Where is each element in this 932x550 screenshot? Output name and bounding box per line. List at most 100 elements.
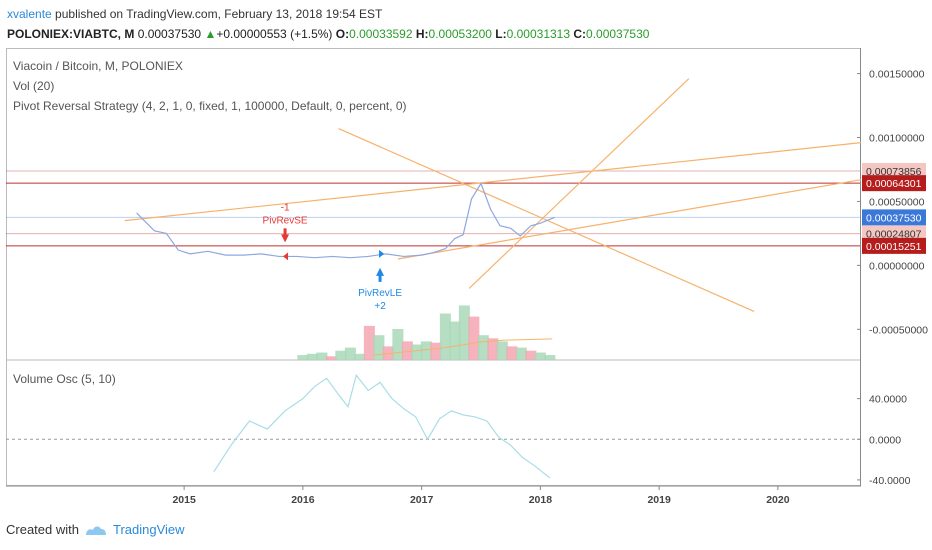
volume-bar — [392, 329, 404, 360]
volume-bar — [411, 344, 423, 360]
osc-tick-label: 0.0000 — [869, 434, 901, 446]
legend-oscillator[interactable]: Volume Osc (5, 10) — [13, 372, 116, 386]
volume-bar — [487, 338, 499, 360]
volume-bar — [325, 356, 337, 360]
signal-marker-icon — [379, 249, 385, 258]
price-tick-label: 0.00100000 — [869, 133, 925, 145]
volume-bar — [544, 355, 556, 360]
low-label: L: — [495, 27, 507, 41]
volume-bar — [506, 346, 518, 360]
volume-bar — [439, 313, 451, 360]
volume-bar — [373, 335, 385, 360]
volume-ma-line — [374, 338, 553, 356]
time-tick-label: 2015 — [172, 494, 196, 506]
volume-bar — [363, 325, 375, 360]
trendline-2[interactable] — [468, 78, 690, 289]
volume-bar — [477, 335, 489, 360]
legend-volume[interactable]: Vol (20) — [13, 79, 54, 93]
trendlines[interactable] — [124, 78, 862, 312]
last-price: 0.00037530 — [137, 27, 202, 41]
published-text: published on TradingView.com, February 1… — [55, 7, 383, 21]
signal-short-count: -1 — [281, 202, 290, 213]
footer: Created with TradingView — [6, 522, 185, 537]
level-badge — [862, 237, 926, 254]
signal-long-label: PivRevLE — [358, 288, 402, 299]
author-link[interactable]: xvalente — [7, 7, 52, 21]
volume-bar — [515, 347, 527, 360]
volume-bar — [496, 341, 508, 360]
osc-line — [213, 373, 551, 479]
tradingview-link[interactable]: TradingView — [112, 522, 185, 537]
osc-tick-label: -40.0000 — [869, 475, 911, 487]
trendline-3[interactable] — [397, 179, 862, 260]
level-badge-label: 0.00073856 — [866, 166, 922, 178]
close-label: C: — [573, 27, 587, 41]
price-tick-label: -0.00050000 — [869, 324, 928, 336]
volume-bar — [316, 352, 328, 360]
chart-area[interactable]: -1 PivRevSE PivRevLE +2 0.00150000 0.0010000… — [6, 48, 928, 519]
price-tick-label: 0.00050000 — [869, 196, 925, 208]
volume-bar — [306, 353, 318, 360]
high-label: H: — [415, 27, 429, 41]
price-line — [136, 182, 555, 259]
volume-ma — [374, 338, 553, 356]
arrow-up-icon — [376, 267, 385, 282]
low-value: 0.00031313 — [506, 27, 571, 41]
level-badge-label: 0.00024807 — [866, 229, 922, 241]
price-series — [136, 182, 555, 259]
volume-bar — [420, 341, 432, 360]
publish-info: xvalente published on TradingView.com, F… — [7, 7, 382, 21]
volume-bar — [449, 321, 461, 360]
level-badge-label: 0.00015251 — [866, 241, 922, 253]
volume-bar — [297, 355, 309, 360]
created-with-text: Created with — [6, 522, 79, 537]
trendline-0[interactable] — [124, 142, 862, 222]
legend-strategy[interactable]: Pivot Reversal Strategy (4, 2, 1, 0, fix… — [13, 99, 407, 113]
chart-svg[interactable]: -1 PivRevSE PivRevLE +2 0.00150000 0.0010000… — [6, 48, 928, 514]
arrow-down-icon — [281, 228, 290, 243]
volume-bar — [458, 305, 470, 360]
open-label: O: — [335, 27, 350, 41]
osc-tick-label: 40.0000 — [869, 394, 907, 406]
time-tick-label: 2019 — [647, 494, 671, 506]
level-badge — [862, 209, 926, 226]
high-value: 0.00053200 — [428, 27, 492, 41]
volume-bar — [354, 353, 366, 360]
oscillator-pane: 40.0000 0.0000 -40.0000 — [6, 373, 911, 487]
volume-bar — [430, 342, 442, 360]
tradingview-logo-icon — [85, 525, 106, 535]
price-tick-label: 0.00000000 — [869, 260, 925, 272]
price-change: +0.00000553 (+1.5%) — [216, 27, 333, 41]
volume-bar — [534, 352, 546, 360]
legend-symbol[interactable]: Viacoin / Bitcoin, M, POLONIEX — [13, 59, 183, 73]
price-axis: 0.00150000 0.00100000 0.00050000 0.00000000… — [857, 69, 928, 336]
time-tick-label: 2018 — [529, 494, 553, 506]
chart-frame — [6, 48, 861, 486]
signal-short-label: PivRevSE — [263, 215, 308, 226]
horizontal-levels — [6, 170, 860, 247]
level-badge — [862, 225, 926, 242]
level-badge — [862, 162, 926, 179]
volume-bar — [344, 347, 356, 360]
volume-bar — [401, 341, 413, 360]
close-value: 0.00037530 — [586, 27, 650, 41]
strategy-signals: -1 PivRevSE PivRevLE +2 — [263, 202, 403, 311]
signal-marker-icon — [283, 252, 289, 261]
price-tick-label: 0.00150000 — [869, 69, 925, 81]
open-value: 0.00033592 — [349, 27, 413, 41]
symbol-label: POLONIEX:VIABTC, M — [7, 27, 135, 41]
level-badge-label: 0.00064301 — [866, 178, 922, 190]
trendline-1[interactable] — [338, 128, 755, 312]
up-arrow-icon: ▲ — [204, 27, 217, 41]
signal-long-count: +2 — [374, 301, 386, 312]
symbol-summary: POLONIEX:VIABTC, M 0.00037530 ▲+0.000005… — [7, 27, 649, 41]
time-tick-label: 2020 — [766, 494, 790, 506]
time-axis: 2015 2016 2017 2018 2019 2020 — [172, 486, 790, 506]
level-badge — [862, 175, 926, 192]
volume-bar — [525, 350, 537, 360]
volume-bar — [335, 350, 347, 360]
volume-bars — [297, 305, 556, 360]
time-tick-label: 2016 — [291, 494, 315, 506]
time-tick-label: 2017 — [410, 494, 434, 506]
volume-bar — [468, 316, 480, 360]
